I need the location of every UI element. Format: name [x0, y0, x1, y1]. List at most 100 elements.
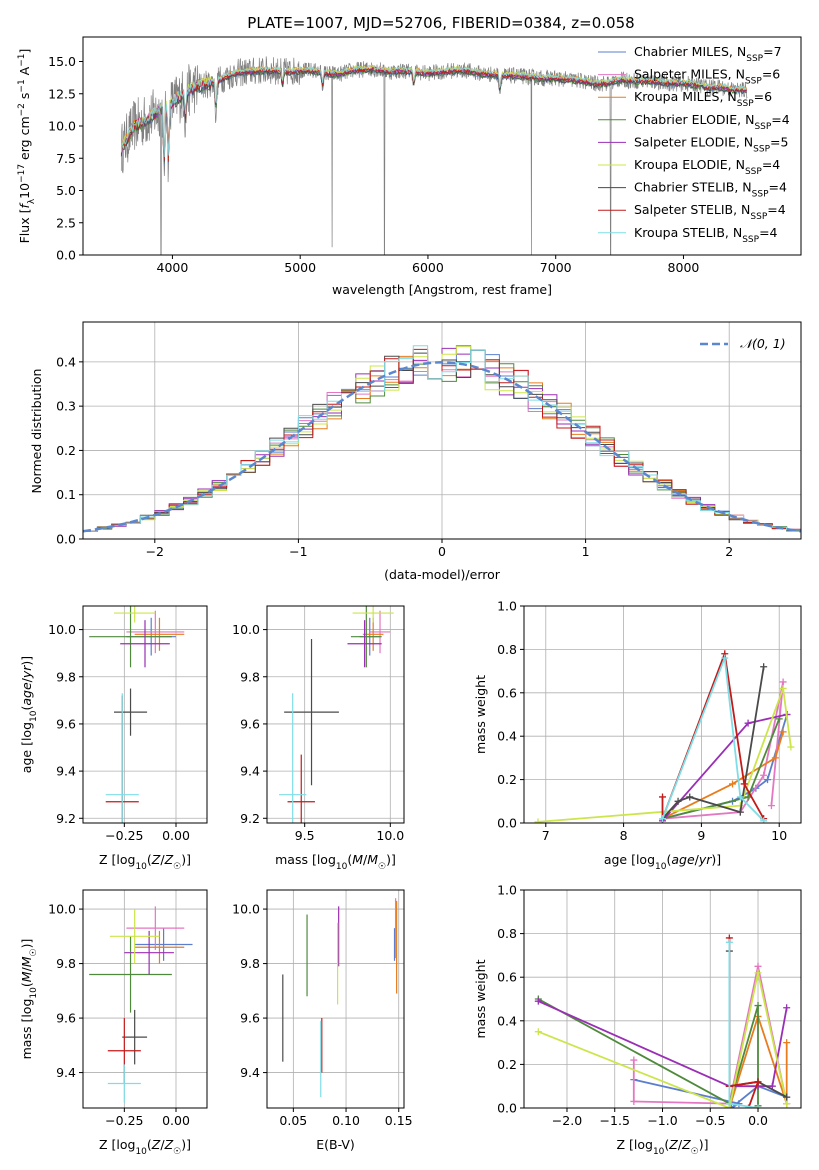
plot-area [524, 890, 801, 1108]
y-tick-label: 10.0 [232, 622, 260, 637]
label-part: =6 [762, 67, 780, 82]
weight-marker-kroupa-stelib [760, 817, 768, 823]
weight-line-kroupa-elodie [537, 972, 788, 1108]
weight-marker-chabrier-stelib [674, 797, 682, 805]
x-tick-label: 0.00 [162, 1113, 190, 1128]
x-tick-label: 9.5 [295, 828, 315, 843]
weight-marker-salpeter-miles [760, 771, 768, 779]
weight-marker-salpeter-miles [754, 962, 762, 970]
legend-entry: Salpeter STELIB, NSSP=4 [634, 202, 786, 222]
x-tick-label: 8 [620, 828, 628, 843]
plot-area [83, 890, 207, 1108]
y-tick-label: 0.0 [497, 1101, 517, 1116]
legend-entry: Chabrier ELODIE, NSSP=4 [634, 112, 790, 132]
label-part: SSP [750, 212, 767, 222]
label-part: f [17, 203, 32, 209]
weight-marker-kroupa-elodie [534, 818, 542, 823]
label-part: Salpeter STELIB, N [634, 202, 750, 217]
legend-entry: Kroupa MILES, NSSP=6 [634, 89, 772, 109]
weight-marker-salpeter-elodie [534, 997, 542, 1005]
label-part: −17 [17, 164, 27, 183]
y-tick-label: 0.4 [497, 729, 517, 744]
x-tick-label: −2.0 [552, 1113, 582, 1128]
y-tick-label: 9.8 [240, 669, 260, 684]
y-axis-label: mass weight [473, 675, 488, 754]
label-part: ( [666, 852, 671, 867]
weight-marker-kroupa-stelib [736, 793, 744, 801]
x-tick-label: 2 [725, 544, 733, 559]
y-tick-label: 7.5 [56, 151, 76, 166]
label-part: Chabrier MILES, N [634, 44, 746, 59]
figure-title: PLATE=1007, MJD=52706, FIBERID=0384, z=0… [247, 14, 634, 32]
weight-marker-kroupa-miles [783, 1039, 791, 1047]
weight-marker-chabrier-miles [727, 1104, 735, 1108]
label-part: Chabrier ELODIE, N [634, 112, 754, 127]
y-tick-label: 9.6 [240, 1011, 260, 1026]
label-part: ( [347, 852, 352, 867]
weight-marker-salpeter-miles [779, 678, 787, 686]
x-tick-label: 9 [697, 828, 705, 843]
label-part: =7 [763, 44, 781, 59]
label-part: age [19, 682, 34, 706]
x-tick-label: 8000 [668, 260, 700, 275]
label-part: / [160, 852, 165, 867]
label-part: Salpeter ELODIE, N [634, 134, 753, 149]
weight-line-salpeter-miles [662, 681, 784, 820]
label-part: / [695, 852, 700, 867]
legend-entry: Chabrier MILES, NSSP=7 [634, 44, 782, 64]
y-tick-label: 0.8 [497, 926, 517, 941]
label-part: age [671, 852, 695, 867]
label-part: −1 [17, 53, 27, 66]
y-axis-label: mass [log10(M/M☉)] [19, 939, 39, 1060]
weight-marker-kroupa-miles [771, 754, 779, 762]
y-tick-label: 0.2 [497, 1057, 517, 1072]
label-part: )] [386, 852, 396, 867]
x-tick-label: 6000 [412, 260, 444, 275]
label-part: SSP [752, 190, 769, 200]
y-tick-label: 9.2 [56, 811, 76, 826]
normal-curve [83, 361, 801, 533]
weight-line-kroupa-elodie [537, 688, 792, 823]
weight-marker-chabrier-elodie [754, 1002, 762, 1010]
x-axis-label: Z [log10(Z/Z☉)] [99, 1137, 191, 1157]
label-part: SSP [753, 144, 770, 154]
weight-marker-chabrier-stelib [783, 1093, 791, 1101]
weight-marker-kroupa-miles [779, 728, 787, 736]
label-part: / [363, 852, 368, 867]
label-part: =5 [770, 134, 788, 149]
label-part: )] [699, 1137, 709, 1152]
label-part: SSP [737, 99, 754, 109]
weight-marker-chabrier-stelib [736, 808, 744, 816]
panel-residuals: −2 −1 0 1 2 0.0 0.1 0.2 0.3 0.4 𝒩(0, 1) (data-model… [29, 321, 802, 582]
weight-line-chabrier-elodie [662, 718, 781, 820]
label-part: λ [27, 198, 37, 204]
weight-marker-salpeter-miles [630, 1056, 638, 1064]
label-part: Kroupa ELODIE, N [634, 157, 745, 172]
x-tick-label: 1 [582, 544, 590, 559]
label-part: Chabrier STELIB, N [634, 180, 752, 195]
label-part: age [log [604, 852, 655, 867]
y-tick-label: 0.2 [497, 772, 517, 787]
weight-marker-chabrier-miles [764, 776, 772, 784]
weight-marker-kroupa-elodie [779, 684, 787, 692]
label-part: SSP [754, 122, 771, 132]
y-tick-label: 9.4 [240, 1065, 260, 1080]
label-part: M [367, 852, 378, 867]
y-tick-label: 5.0 [56, 183, 76, 198]
label-part: −2 [17, 103, 27, 116]
weight-marker-salpeter-elodie [783, 1004, 791, 1012]
label-part: =4 [762, 157, 780, 172]
x-axis-label: wavelength [Angstrom, rest frame] [332, 282, 552, 297]
label-part: / [160, 1137, 165, 1152]
axes-frame: −2.0 −1.5 −1.0 −0.5 0.0 0.0 0.2 0.4 0.6 0.8 1.0 Z [… [473, 883, 802, 1157]
legend-entry: Salpeter ELODIE, NSSP=5 [634, 134, 788, 154]
label-part: Z [164, 852, 174, 867]
y-tick-label: 0.4 [497, 1013, 517, 1028]
weight-marker-salpeter-stelib [659, 793, 666, 801]
label-part: )] [711, 852, 721, 867]
legend-entry: Salpeter MILES, NSSP=6 [634, 67, 780, 87]
plot-area [267, 890, 404, 1108]
